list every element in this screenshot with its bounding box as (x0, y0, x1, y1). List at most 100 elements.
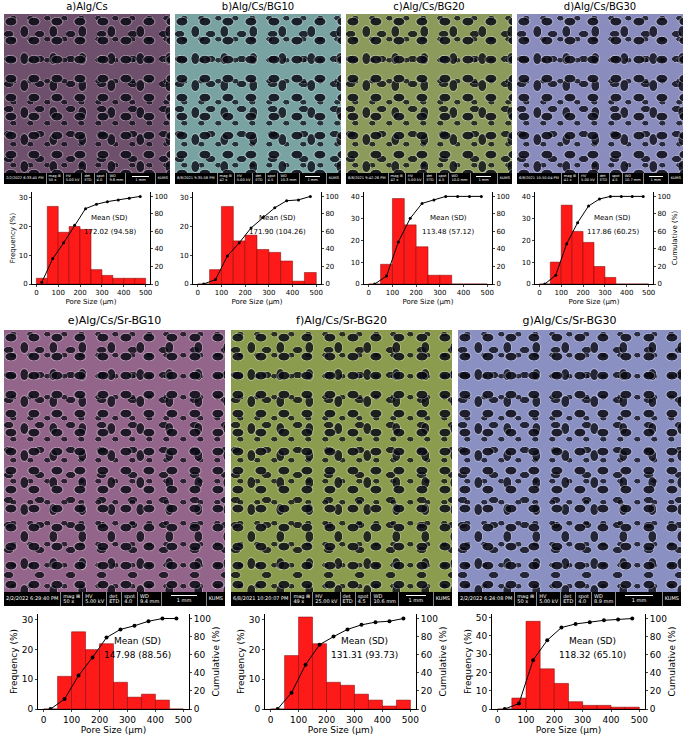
svg-text:200: 200 (409, 289, 422, 297)
svg-text:0: 0 (254, 704, 260, 714)
svg-text:500: 500 (631, 715, 648, 725)
svg-text:100: 100 (555, 289, 568, 297)
svg-text:0: 0 (154, 280, 158, 288)
svg-text:100: 100 (386, 289, 399, 297)
svg-text:0: 0 (268, 715, 274, 725)
svg-text:20: 20 (154, 263, 163, 271)
svg-text:113.48 (57.12): 113.48 (57.12) (422, 228, 474, 236)
svg-text:60: 60 (496, 228, 505, 236)
svg-text:Mean (SD): Mean (SD) (594, 214, 631, 222)
svg-text:400: 400 (374, 715, 391, 725)
svg-text:0: 0 (325, 280, 329, 288)
svg-text:10: 10 (19, 252, 28, 260)
svg-text:40: 40 (476, 631, 488, 641)
svg-text:60: 60 (657, 228, 666, 236)
svg-text:40: 40 (421, 668, 433, 678)
svg-text:300: 300 (95, 289, 108, 297)
svg-text:0: 0 (537, 289, 541, 297)
svg-text:60: 60 (325, 228, 334, 236)
svg-text:500: 500 (481, 289, 494, 297)
svg-text:400: 400 (117, 289, 130, 297)
svg-text:100: 100 (496, 193, 509, 201)
svg-text:30: 30 (249, 615, 261, 625)
svg-text:Pore Size (µm): Pore Size (µm) (536, 725, 601, 735)
svg-text:200: 200 (73, 289, 86, 297)
svg-text:Mean (SD): Mean (SD) (259, 214, 296, 222)
svg-text:100: 100 (194, 614, 211, 624)
svg-text:60: 60 (154, 228, 163, 236)
svg-text:100: 100 (154, 193, 167, 201)
svg-text:60: 60 (650, 650, 662, 660)
svg-text:300: 300 (119, 715, 136, 725)
svg-text:0: 0 (421, 704, 427, 714)
svg-text:0: 0 (526, 280, 530, 288)
svg-text:30: 30 (522, 215, 531, 223)
svg-text:100: 100 (325, 193, 338, 201)
svg-text:80: 80 (496, 210, 505, 218)
svg-text:118.32 (65.10): 118.32 (65.10) (559, 650, 626, 660)
svg-text:0: 0 (650, 704, 656, 714)
svg-text:40: 40 (657, 245, 666, 253)
svg-text:20: 20 (19, 223, 28, 231)
svg-text:30: 30 (22, 615, 34, 625)
svg-text:Pore Size (µm): Pore Size (µm) (66, 298, 117, 306)
svg-text:100: 100 (52, 289, 65, 297)
svg-text:0: 0 (41, 715, 47, 725)
svg-text:10: 10 (522, 259, 531, 267)
svg-text:20: 20 (325, 263, 334, 271)
svg-text:500: 500 (310, 289, 323, 297)
svg-text:200: 200 (238, 289, 251, 297)
svg-text:Frequency (%): Frequency (%) (9, 212, 17, 263)
svg-text:40: 40 (351, 193, 360, 201)
svg-text:80: 80 (657, 210, 666, 218)
svg-text:10: 10 (351, 259, 360, 267)
svg-text:80: 80 (194, 632, 206, 642)
svg-text:147.98 (88.56): 147.98 (88.56) (104, 650, 171, 660)
svg-text:Frequency (%): Frequency (%) (236, 629, 246, 694)
svg-text:40: 40 (154, 245, 163, 253)
svg-text:40: 40 (325, 245, 334, 253)
svg-text:20: 20 (22, 645, 34, 655)
svg-text:0: 0 (34, 289, 38, 297)
svg-text:20: 20 (650, 686, 662, 696)
svg-text:50: 50 (476, 613, 488, 623)
svg-text:10: 10 (249, 674, 261, 684)
svg-text:Cumulative (%): Cumulative (%) (211, 627, 221, 697)
svg-text:Mean (SD): Mean (SD) (91, 214, 128, 222)
svg-text:0: 0 (657, 280, 661, 288)
svg-text:300: 300 (262, 289, 275, 297)
svg-text:300: 300 (433, 289, 446, 297)
svg-text:Mean (SD): Mean (SD) (114, 636, 161, 646)
svg-text:100: 100 (421, 614, 438, 624)
svg-text:117.86 (60.25): 117.86 (60.25) (587, 228, 639, 236)
svg-text:Cumulative (%): Cumulative (%) (438, 627, 448, 697)
svg-text:0: 0 (196, 289, 200, 297)
svg-text:30: 30 (476, 649, 488, 659)
svg-text:Frequency (%): Frequency (%) (463, 629, 473, 694)
svg-text:60: 60 (421, 650, 433, 660)
svg-text:Mean (SD): Mean (SD) (569, 636, 616, 646)
svg-text:10: 10 (476, 686, 488, 696)
svg-text:0: 0 (367, 289, 371, 297)
svg-text:172.02 (94.58): 172.02 (94.58) (84, 228, 136, 236)
svg-text:500: 500 (175, 715, 192, 725)
svg-text:300: 300 (346, 715, 363, 725)
svg-text:0: 0 (481, 704, 487, 714)
svg-text:0: 0 (23, 280, 27, 288)
svg-text:300: 300 (598, 289, 611, 297)
svg-text:20: 20 (180, 223, 189, 231)
svg-text:80: 80 (650, 632, 662, 642)
svg-text:10: 10 (22, 674, 34, 684)
svg-text:300: 300 (574, 715, 591, 725)
svg-text:100: 100 (517, 715, 534, 725)
svg-text:40: 40 (194, 668, 206, 678)
svg-text:400: 400 (457, 289, 470, 297)
svg-text:40: 40 (522, 193, 531, 201)
svg-text:80: 80 (325, 210, 334, 218)
svg-text:20: 20 (351, 237, 360, 245)
svg-text:100: 100 (657, 193, 670, 201)
svg-text:Pore Size (µm): Pore Size (µm) (403, 298, 454, 306)
svg-text:Pore Size (µm): Pore Size (µm) (308, 725, 373, 735)
svg-text:200: 200 (91, 715, 108, 725)
svg-text:40: 40 (650, 668, 662, 678)
